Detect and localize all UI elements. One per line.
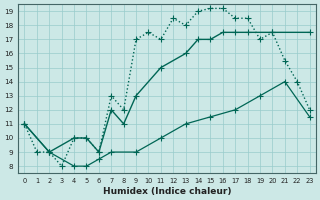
X-axis label: Humidex (Indice chaleur): Humidex (Indice chaleur) (103, 187, 231, 196)
